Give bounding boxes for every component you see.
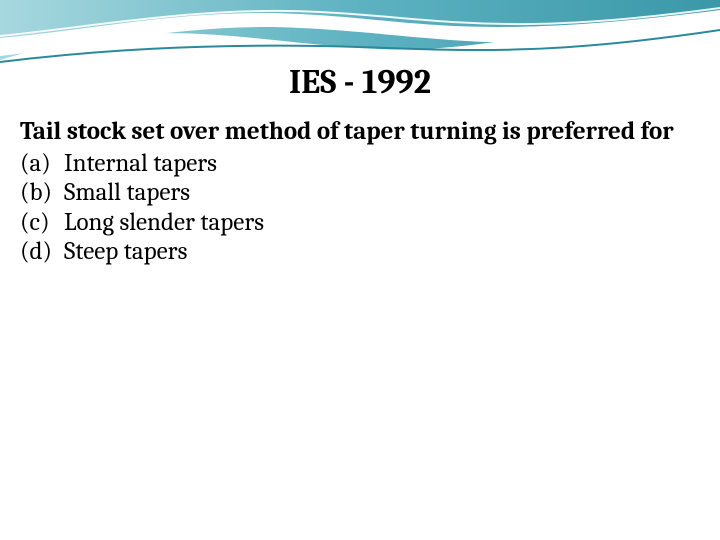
option-text: Long slender tapers (64, 208, 700, 238)
option-label: (a) (20, 149, 64, 179)
option-b: (b) Small tapers (20, 178, 700, 208)
option-d: (d) Steep tapers (20, 237, 700, 267)
option-label: (c) (20, 208, 64, 238)
title-text: IES - 1992 (289, 62, 431, 102)
option-a: (a) Internal tapers (20, 149, 700, 179)
option-text: Steep tapers (64, 237, 700, 267)
options-list: (a) Internal tapers (b) Small tapers (c)… (20, 149, 700, 267)
slide-title: IES - 1992 (0, 62, 720, 102)
option-label: (d) (20, 237, 64, 267)
option-text: Internal tapers (64, 149, 700, 179)
option-text: Small tapers (64, 178, 700, 208)
option-c: (c) Long slender tapers (20, 208, 700, 238)
question-text: Tail stock set over method of taper turn… (20, 118, 700, 147)
slide-content: Tail stock set over method of taper turn… (20, 118, 700, 267)
option-label: (b) (20, 178, 64, 208)
